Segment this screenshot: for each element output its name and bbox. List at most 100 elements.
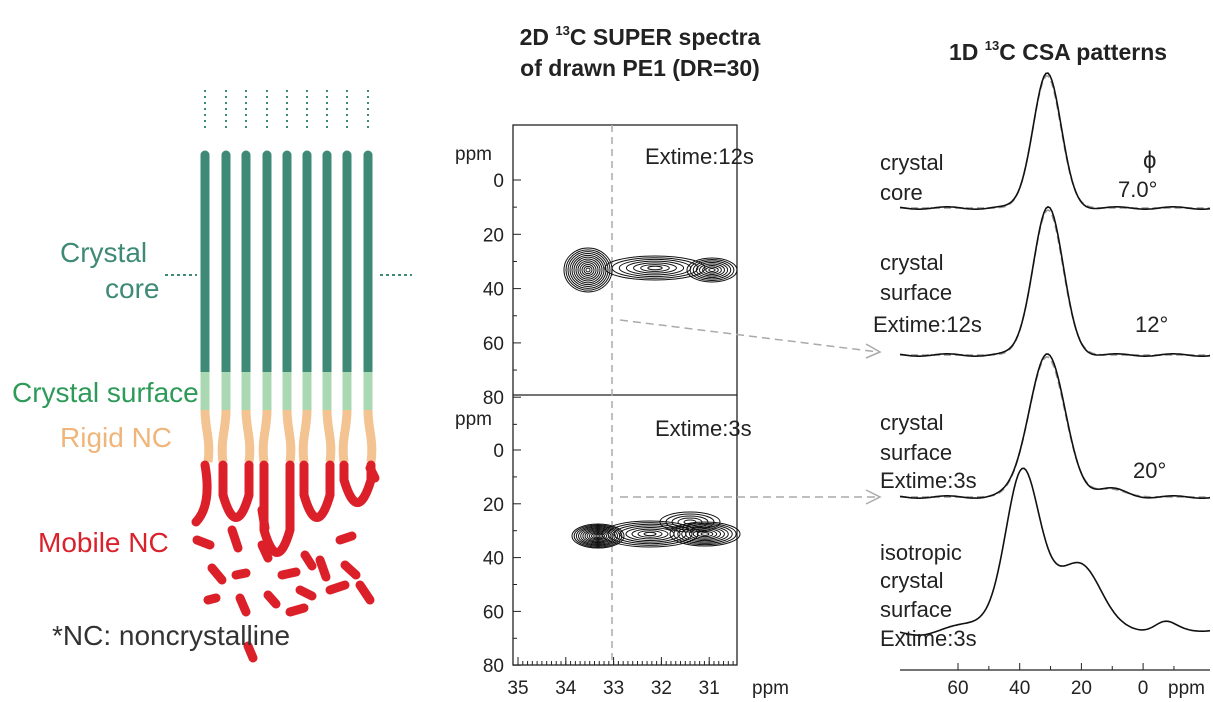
angle-label: 12° [1135, 312, 1168, 337]
label: Crystal surface [12, 377, 199, 408]
mobile-fragment [262, 510, 265, 528]
title-sup: 13 [985, 38, 999, 53]
title-part: 2D [520, 24, 556, 50]
contour [696, 263, 727, 278]
trace-label: crystal [880, 410, 944, 435]
contour [586, 268, 590, 272]
y-tick-label: 20 [483, 225, 504, 246]
title-part: 1D [949, 39, 985, 65]
mobile-fragment [197, 540, 210, 545]
trace-label: Extime:12s [873, 312, 982, 337]
contour [619, 259, 690, 276]
note: *NC: noncrystalline [52, 620, 290, 651]
angle-header: ϕ [1143, 147, 1156, 174]
contour [620, 526, 680, 542]
label: Mobile NC [38, 527, 169, 558]
rigid-nc [303, 410, 307, 462]
mobile-fragment [268, 595, 276, 604]
mobile-fragment [345, 565, 356, 575]
y-tick-label: 80 [483, 388, 504, 409]
mobile-fragment [282, 572, 296, 575]
mobile-nc [264, 465, 290, 553]
rigid-nc [368, 410, 372, 462]
mobile-fragment [212, 568, 222, 580]
rigid-nc [263, 410, 267, 462]
contour [706, 267, 719, 273]
title: 2D 13C SUPER spectra [520, 23, 761, 50]
y-tick-label: 40 [483, 280, 504, 301]
axis-unit: ppm [1168, 678, 1205, 699]
x-tick-label: 34 [555, 678, 577, 699]
y-tick-label: 40 [483, 549, 504, 570]
trace-label: Extime:3s [880, 626, 977, 651]
contour [686, 527, 725, 540]
title: of drawn PE1 (DR=30) [520, 55, 760, 81]
x-tick-label: 20 [1071, 678, 1092, 699]
contour [644, 532, 656, 535]
axis-unit: ppm [752, 678, 789, 699]
mobile-fragment [305, 555, 312, 566]
contour [648, 266, 662, 269]
contour [570, 254, 606, 287]
trace-label: surface [880, 597, 952, 622]
contour [638, 531, 662, 538]
panel-label: Extime:3s [655, 416, 752, 441]
x-tick-label: 35 [507, 678, 528, 699]
mobile-fragment [320, 560, 326, 577]
angle-label: 20° [1133, 458, 1166, 483]
y-tick-label: 60 [483, 602, 504, 623]
mobile-fragment [240, 598, 246, 612]
x-tick-label: 32 [651, 678, 672, 699]
rigid-nc [287, 410, 291, 462]
y-tick-label: 0 [493, 171, 504, 192]
contour [564, 248, 612, 292]
contour [641, 265, 670, 272]
mobile-nc [196, 465, 207, 522]
label: Rigid NC [60, 422, 172, 453]
contour [596, 535, 600, 537]
y-tick-label: 0 [493, 441, 504, 462]
label: core [105, 273, 159, 304]
mobile-fragment [370, 468, 375, 478]
trace-label: Extime:3s [880, 468, 977, 493]
contour [578, 261, 598, 279]
contour [701, 533, 709, 536]
contour [709, 269, 715, 272]
rigid-nc [222, 410, 226, 462]
contour [584, 266, 592, 273]
x-tick-label: 0 [1138, 678, 1149, 699]
mobile-nc [304, 465, 330, 518]
mobile-fragment [360, 585, 370, 600]
rigid-nc [205, 410, 209, 462]
contour [572, 255, 604, 284]
rigid-nc [246, 410, 250, 462]
figure: Crystal core Crystal surface Rigid NC Mo… [0, 0, 1213, 702]
contour [674, 523, 736, 544]
mobile-fragment [232, 530, 238, 548]
mobile-fragment [290, 608, 304, 612]
title: 1D 13C CSA patterns [949, 38, 1167, 65]
x-tick-label: 40 [1009, 678, 1030, 699]
angle-label: 7.0° [1118, 177, 1157, 202]
schematic [196, 90, 375, 658]
contour [566, 250, 610, 290]
trace-label: isotropic [880, 540, 962, 565]
trace-label: crystal [880, 150, 944, 175]
y-tick-label: 20 [483, 495, 504, 516]
x-tick-label: 31 [699, 678, 720, 699]
arrow [620, 320, 878, 352]
axis-unit: ppm [455, 144, 492, 165]
y-tick-label: 60 [483, 334, 504, 355]
mobile-fragment [236, 573, 246, 575]
x-tick-label: 33 [603, 678, 624, 699]
trace-label: crystal [880, 250, 944, 275]
title-sup: 13 [555, 23, 569, 38]
trace-label: crystal [880, 568, 944, 593]
mobile-fragment [330, 585, 345, 590]
title-part: C SUPER spectra [570, 24, 761, 50]
rigid-nc [343, 410, 347, 462]
label: Crystal [60, 237, 147, 268]
trace [900, 73, 1210, 209]
y-tick-label: 80 [483, 656, 504, 677]
